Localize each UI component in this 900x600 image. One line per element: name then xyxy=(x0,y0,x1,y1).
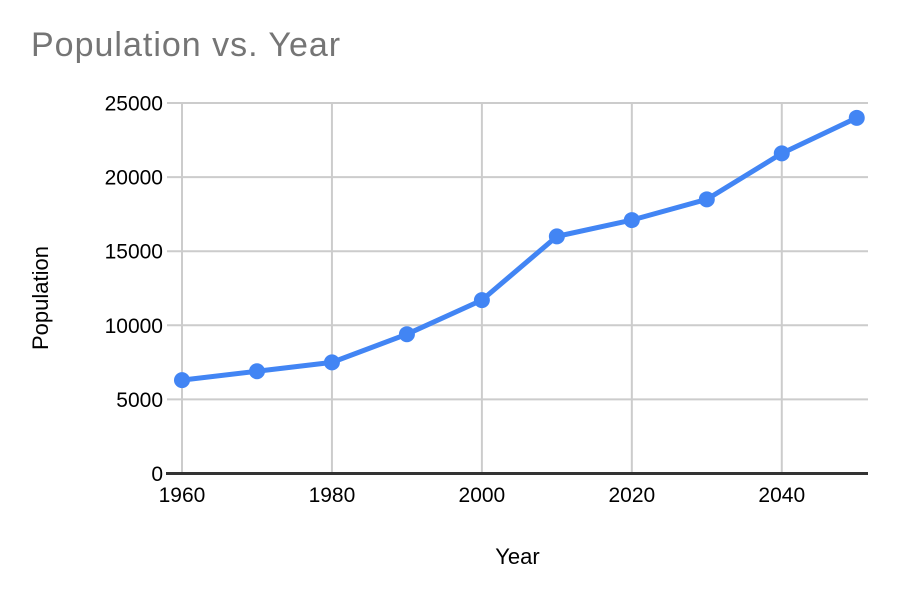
data-point xyxy=(773,145,790,162)
y-tick-label: 20000 xyxy=(105,167,163,190)
data-point xyxy=(698,191,715,208)
y-tick-label: 10000 xyxy=(105,315,163,338)
x-tick-label: 1980 xyxy=(309,484,356,507)
data-point xyxy=(548,228,565,245)
x-tick-label: 2000 xyxy=(459,484,506,507)
x-axis-title: Year xyxy=(495,544,540,569)
y-tick-label: 0 xyxy=(151,463,163,486)
data-point xyxy=(173,372,190,389)
y-tick-label: 25000 xyxy=(105,93,163,116)
x-tick-label: 1960 xyxy=(159,484,206,507)
data-point xyxy=(248,363,265,380)
data-point xyxy=(623,212,640,229)
series-line xyxy=(179,115,860,383)
y-tick-label: 5000 xyxy=(116,389,163,412)
data-point xyxy=(323,354,340,371)
x-tick-label: 2040 xyxy=(758,484,805,507)
chart-title: Population vs. Year xyxy=(31,26,342,64)
data-point xyxy=(473,292,490,309)
x-tick-label: 2020 xyxy=(608,484,655,507)
y-tick-label: 15000 xyxy=(105,241,163,264)
data-point xyxy=(848,109,865,126)
data-point xyxy=(398,326,415,343)
